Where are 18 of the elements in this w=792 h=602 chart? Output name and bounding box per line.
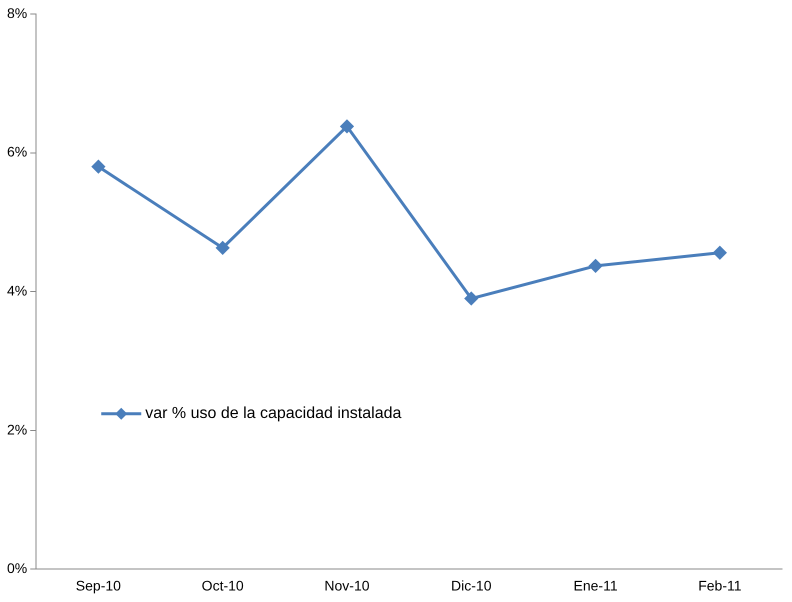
x-tick-label: Nov-10 (324, 577, 370, 594)
point (464, 292, 478, 306)
y-tick-label: 0% (7, 560, 28, 576)
y-tick-label: 8% (7, 4, 28, 21)
point (713, 246, 726, 260)
x-tick-label: Feb-11 (698, 577, 742, 594)
point (216, 241, 230, 254)
y-tick-label: 2% (7, 421, 28, 438)
x-tick-label: Sep-10 (76, 577, 122, 594)
x-tick-label: Oct-10 (202, 577, 244, 594)
point (589, 259, 602, 272)
y-tick-label: 6% (7, 144, 28, 160)
point (340, 120, 354, 133)
legend-label: var % uso de la capacidad instalada (145, 405, 402, 422)
y-tick-label: 4% (7, 282, 28, 298)
x-tick-label: Dic-10 (451, 577, 492, 594)
point (92, 160, 105, 174)
x-tick-label: Ene-11 (574, 577, 618, 594)
